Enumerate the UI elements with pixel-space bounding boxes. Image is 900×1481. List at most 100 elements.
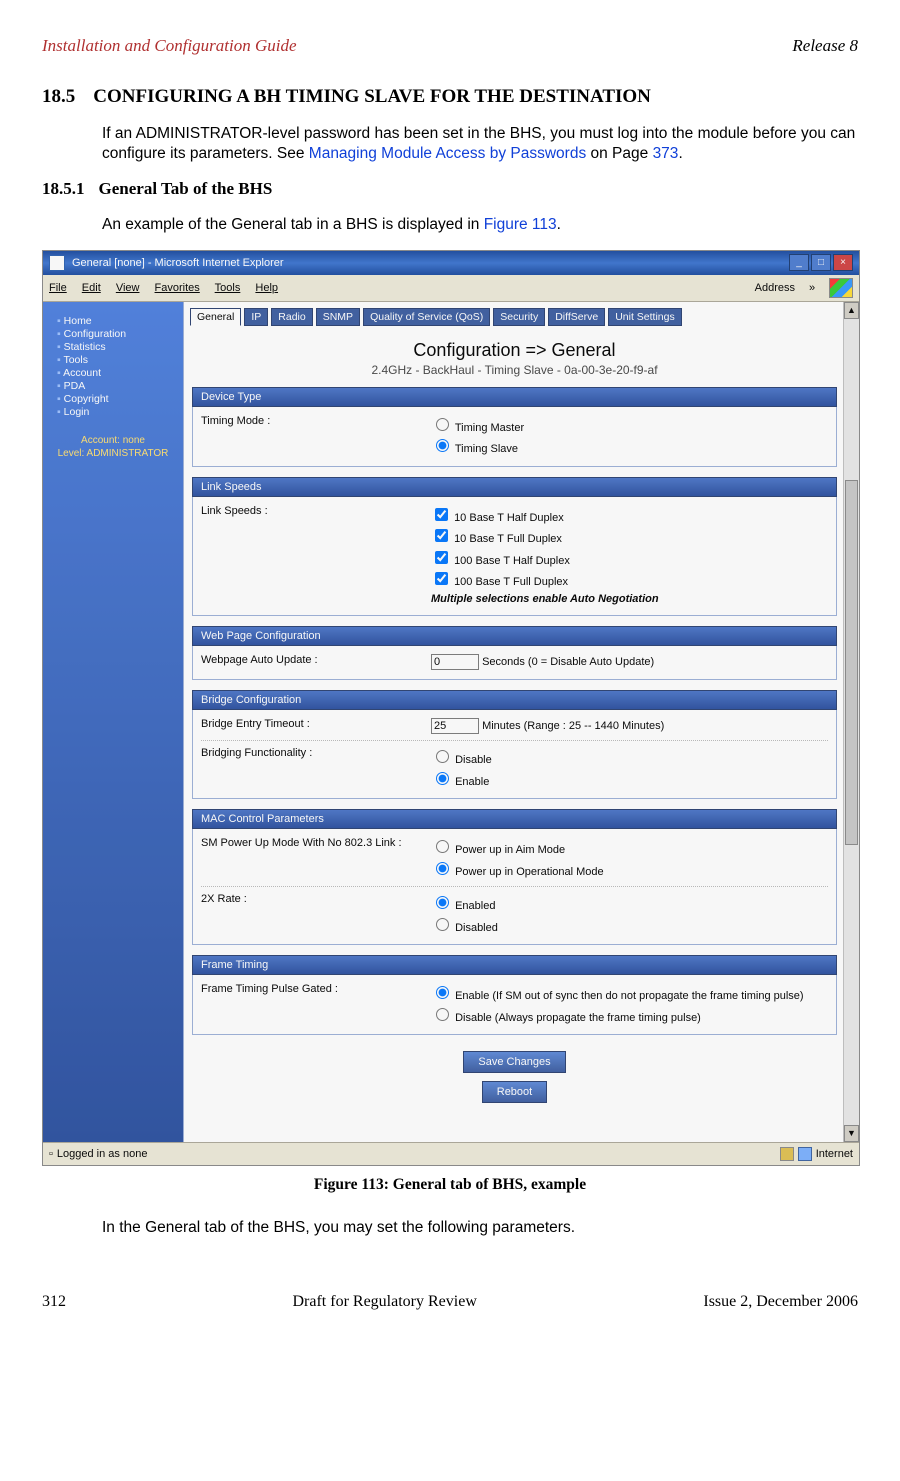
throbber-icon [829,278,853,298]
go-button[interactable]: » [801,279,823,297]
opt-10full: 10 Base T Full Duplex [454,533,562,545]
hint-auto-update: Seconds (0 = Disable Auto Update) [482,656,654,668]
maximize-button[interactable]: □ [811,254,831,271]
level-line: Level: ADMINISTRATOR [51,447,175,460]
subsection-title: General Tab of the BHS [99,179,273,198]
nav-sidebar: Home Configuration Statistics Tools Acco… [43,302,183,1142]
label-sm-powerup: SM Power Up Mode With No 802.3 Link : [201,837,431,849]
footer-right: Issue 2, December 2006 [703,1293,858,1311]
main-panel: General IP Radio SNMP Quality of Service… [183,302,859,1142]
tab-general[interactable]: General [190,308,241,326]
address-label: Address [755,282,795,294]
opt-bridge-disable: Disable [455,754,492,766]
radio-ft-disable[interactable] [436,1008,449,1021]
nav-statistics[interactable]: Statistics [57,341,175,353]
label-bridge-timeout: Bridge Entry Timeout : [201,718,431,730]
nav-copyright[interactable]: Copyright [57,393,175,405]
link-figure[interactable]: Figure 113 [484,216,557,233]
section-number: 18.5 [42,86,75,107]
chk-100half[interactable] [435,551,448,564]
note-autoneg: Multiple selections enable Auto Negotiat… [431,593,659,605]
nav-home[interactable]: Home [57,315,175,327]
radio-aim-mode[interactable] [436,840,449,853]
label-bridging-func: Bridging Functionality : [201,747,431,759]
opt-timing-master: Timing Master [455,422,524,434]
opt-aim-mode: Power up in Aim Mode [455,844,565,856]
radio-timing-slave[interactable] [436,439,449,452]
radio-bridge-disable[interactable] [436,750,449,763]
opt-ft-enable: Enable (If SM out of sync then do not pr… [455,990,804,1002]
input-auto-update[interactable] [431,654,479,670]
menu-view[interactable]: View [116,282,140,294]
scroll-thumb[interactable] [844,319,859,1125]
chk-100full[interactable] [435,572,448,585]
subsection-paragraph: An example of the General tab in a BHS i… [102,215,858,236]
opt-2x-enabled: Enabled [455,900,495,912]
nav-pda[interactable]: PDA [57,380,175,392]
app-icon [49,255,65,271]
radio-timing-master[interactable] [436,418,449,431]
opt-10half: 10 Base T Half Duplex [454,512,564,524]
tab-radio[interactable]: Radio [271,308,312,326]
status-right: Internet [816,1148,853,1160]
scroll-up-button[interactable]: ▲ [844,302,859,319]
scroll-down-button[interactable]: ▼ [844,1125,859,1142]
nav-account[interactable]: Account [57,367,175,379]
tab-snmp[interactable]: SNMP [316,308,360,326]
figure-caption: Figure 113: General tab of BHS, example [42,1176,858,1194]
tab-ip[interactable]: IP [244,308,268,326]
tab-unit-settings[interactable]: Unit Settings [608,308,682,326]
account-line: Account: none [51,434,175,447]
reboot-button[interactable]: Reboot [482,1081,547,1103]
opt-2x-disabled: Disabled [455,922,498,934]
section-title: CONFIGURING A BH TIMING SLAVE FOR THE DE… [93,86,651,107]
panel-mac-head: MAC Control Parameters [192,809,837,829]
vertical-scrollbar[interactable]: ▲ ▼ [843,302,859,1142]
minimize-button[interactable]: _ [789,254,809,271]
text: An example of the General tab in a BHS i… [102,216,484,233]
tabstrip: General IP Radio SNMP Quality of Service… [184,302,859,330]
radio-2x-enabled[interactable] [436,896,449,909]
nav-configuration[interactable]: Configuration [57,328,175,340]
window-titlebar[interactable]: General [none] - Microsoft Internet Expl… [43,251,859,275]
screenshot-window: General [none] - Microsoft Internet Expl… [42,250,860,1166]
page-number: 312 [42,1293,66,1311]
page-header-right: Release 8 [792,36,858,56]
opt-ft-disable: Disable (Always propagate the frame timi… [455,1012,701,1024]
menu-edit[interactable]: Edit [82,282,101,294]
menu-file[interactable]: File [49,282,67,294]
menu-favorites[interactable]: Favorites [155,282,200,294]
text: . [678,145,682,162]
cfg-subtitle: 2.4GHz - BackHaul - Timing Slave - 0a-00… [192,363,837,377]
label-2x-rate: 2X Rate : [201,893,431,905]
footer-center: Draft for Regulatory Review [292,1293,476,1311]
radio-2x-disabled[interactable] [436,918,449,931]
radio-ft-enable[interactable] [436,986,449,999]
panel-bridge-head: Bridge Configuration [192,690,837,710]
tab-diffserve[interactable]: DiffServe [548,308,605,326]
opt-oper-mode: Power up in Operational Mode [455,866,604,878]
page-header-left: Installation and Configuration Guide [42,36,297,56]
link-page-num[interactable]: 373 [653,145,679,162]
panel-web-config-head: Web Page Configuration [192,626,837,646]
menu-help[interactable]: Help [255,282,278,294]
nav-tools[interactable]: Tools [57,354,175,366]
opt-bridge-enable: Enable [455,776,489,788]
chk-10full[interactable] [435,529,448,542]
link-managing-passwords[interactable]: Managing Module Access by Passwords [309,145,586,162]
menu-tools[interactable]: Tools [215,282,241,294]
input-bridge-timeout[interactable] [431,718,479,734]
page-icon: ▫ [49,1148,53,1160]
radio-oper-mode[interactable] [436,862,449,875]
cfg-title: Configuration => General [192,340,837,361]
close-button[interactable]: × [833,254,853,271]
tail-paragraph: In the General tab of the BHS, you may s… [102,1218,858,1239]
save-changes-button[interactable]: Save Changes [463,1051,565,1073]
radio-bridge-enable[interactable] [436,772,449,785]
tab-security[interactable]: Security [493,308,545,326]
opt-100half: 100 Base T Half Duplex [454,555,570,567]
chk-10half[interactable] [435,508,448,521]
lock-icon [780,1147,794,1161]
nav-login[interactable]: Login [57,406,175,418]
tab-qos[interactable]: Quality of Service (QoS) [363,308,490,326]
